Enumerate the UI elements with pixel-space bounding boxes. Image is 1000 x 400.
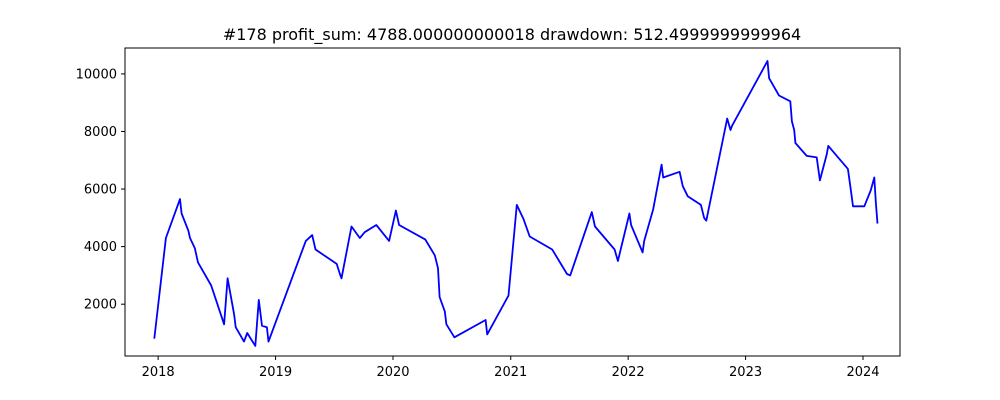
y-tick-label: 8000: [84, 125, 117, 140]
y-tick-label: 2000: [84, 298, 117, 313]
x-tick-label: 2018: [142, 365, 175, 380]
x-tick-label: 2022: [612, 365, 645, 380]
x-tick-label: 2020: [376, 365, 409, 380]
series-line: [153, 60, 879, 347]
plot-frame: [124, 47, 901, 357]
x-tick-label: 2024: [846, 365, 879, 380]
x-tick-label: 2023: [729, 365, 762, 380]
x-tick-label: 2021: [494, 365, 527, 380]
y-tick-label: 4000: [84, 240, 117, 255]
x-axis: 2018 2019 2020 2021 2022 2023 2024: [142, 356, 880, 380]
y-tick-label: 6000: [84, 183, 117, 198]
chart-title: #178 profit_sum: 4788.000000000018 drawd…: [223, 25, 801, 45]
y-axis: 2000 4000 6000 8000 10000: [76, 67, 125, 313]
y-tick-label: 10000: [76, 67, 117, 82]
x-tick-label: 2019: [259, 365, 292, 380]
